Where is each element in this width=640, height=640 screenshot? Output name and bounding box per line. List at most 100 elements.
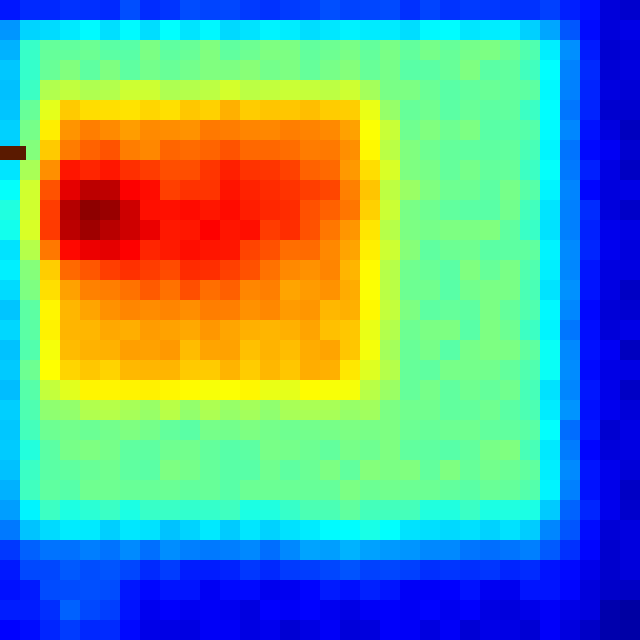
heatmap-cell — [480, 440, 501, 461]
heatmap-cell — [520, 300, 541, 321]
heatmap-cell — [620, 120, 640, 141]
heatmap-cell — [40, 60, 61, 81]
heatmap-cell — [360, 80, 381, 101]
heatmap-cell — [160, 200, 181, 221]
heatmap-cell — [540, 20, 561, 41]
heatmap-cell — [160, 220, 181, 241]
heatmap-cell — [140, 220, 161, 241]
heatmap-cell — [320, 240, 341, 261]
heatmap-cell — [480, 520, 501, 541]
heatmap-cell — [200, 60, 221, 81]
heatmap-cell — [420, 240, 441, 261]
heatmap-cell — [140, 160, 161, 181]
heatmap-cell — [340, 440, 361, 461]
heatmap-cell — [120, 280, 141, 301]
heatmap-cell — [520, 480, 541, 501]
heatmap-cell — [320, 260, 341, 281]
heatmap-cell — [400, 480, 421, 501]
heatmap-cell — [340, 460, 361, 481]
heatmap-cell — [140, 600, 161, 621]
heatmap-cell — [520, 560, 541, 581]
heatmap-cell — [620, 560, 640, 581]
heatmap-cell — [320, 300, 341, 321]
heatmap-cell — [220, 520, 241, 541]
heatmap-cell — [220, 60, 241, 81]
heatmap-cell — [560, 540, 581, 561]
heatmap-cell — [160, 520, 181, 541]
heatmap-cell — [80, 280, 101, 301]
heatmap-cell — [240, 140, 261, 161]
heatmap-cell — [360, 60, 381, 81]
heatmap-cell — [340, 20, 361, 41]
heatmap-cell — [480, 100, 501, 121]
heatmap-cell — [200, 440, 221, 461]
heatmap-cell — [160, 40, 181, 61]
heatmap-cell — [100, 520, 121, 541]
heatmap-cell — [240, 500, 261, 521]
heatmap-cell — [160, 100, 181, 121]
heatmap-cell — [440, 200, 461, 221]
heatmap-cell — [420, 200, 441, 221]
heatmap-cell — [80, 120, 101, 141]
heatmap-cell — [500, 260, 521, 281]
heatmap-cell — [20, 380, 41, 401]
heatmap-cell — [320, 460, 341, 481]
heatmap-cell — [220, 100, 241, 121]
heatmap-cell — [580, 360, 601, 381]
heatmap-cell — [620, 60, 640, 81]
heatmap-cell — [280, 260, 301, 281]
heatmap-cell — [0, 460, 21, 481]
heatmap-cell — [540, 120, 561, 141]
heatmap-cell — [180, 260, 201, 281]
heatmap-cell — [280, 140, 301, 161]
heatmap-cell — [140, 180, 161, 201]
heatmap-cell — [60, 340, 81, 361]
heatmap-cell — [220, 560, 241, 581]
heatmap-cell — [520, 460, 541, 481]
heatmap-cell — [260, 120, 281, 141]
heatmap-cell — [520, 240, 541, 261]
heatmap-cell — [560, 20, 581, 41]
heatmap-cell — [20, 160, 41, 181]
heatmap-cell — [320, 380, 341, 401]
heatmap-cell — [580, 580, 601, 601]
heatmap-cell — [60, 40, 81, 61]
heatmap-cell — [560, 240, 581, 261]
heatmap-cell — [580, 500, 601, 521]
heatmap-cell — [160, 120, 181, 141]
heatmap-cell — [560, 260, 581, 281]
heatmap-cell — [0, 40, 21, 61]
heatmap-cell — [260, 240, 281, 261]
heatmap-cell — [120, 360, 141, 381]
heatmap-cell — [120, 100, 141, 121]
heatmap-cell — [300, 300, 321, 321]
heatmap-cell — [620, 440, 640, 461]
heatmap-cell — [500, 460, 521, 481]
heatmap-cell — [600, 220, 621, 241]
heatmap-cell — [400, 440, 421, 461]
heatmap-cell — [600, 440, 621, 461]
heatmap-cell — [240, 340, 261, 361]
heatmap-cell — [180, 580, 201, 601]
heatmap-cell — [320, 20, 341, 41]
heatmap-cell — [500, 200, 521, 221]
heatmap-cell — [100, 340, 121, 361]
heatmap-cell — [40, 280, 61, 301]
heatmap-cell — [40, 480, 61, 501]
heatmap-cell — [20, 180, 41, 201]
heatmap-cell — [420, 100, 441, 121]
heatmap-cell — [140, 60, 161, 81]
heatmap-cell — [260, 220, 281, 241]
heatmap-cell — [80, 340, 101, 361]
heatmap-cell — [0, 580, 21, 601]
heatmap-cell — [220, 480, 241, 501]
heatmap-cell — [80, 200, 101, 221]
heatmap-cell — [340, 80, 361, 101]
heatmap-cell — [380, 120, 401, 141]
heatmap-cell — [400, 460, 421, 481]
heatmap-cell — [360, 160, 381, 181]
heatmap-cell — [140, 200, 161, 221]
heatmap-cell — [140, 500, 161, 521]
heatmap-cell — [360, 40, 381, 61]
heatmap-cell — [120, 500, 141, 521]
